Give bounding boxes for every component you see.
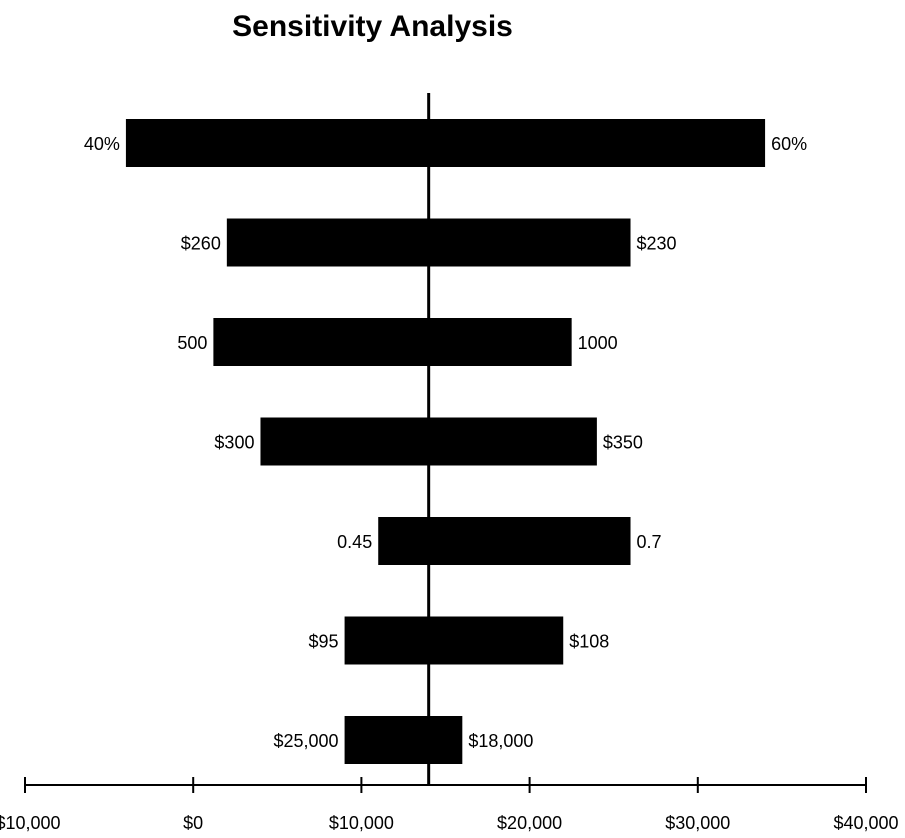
- bar-high-label: 60%: [771, 134, 807, 154]
- bar-high-label: $18,000: [468, 731, 533, 751]
- bar-high-label: $108: [569, 632, 609, 652]
- tornado-bar: [344, 716, 463, 764]
- chart-title: Sensitivity Analysis: [232, 10, 513, 43]
- bar-low-label: 500: [177, 333, 207, 353]
- bar-low-label: $300: [214, 433, 254, 453]
- tornado-bar: [213, 318, 572, 366]
- bar-high-label: 1000: [578, 333, 618, 353]
- tornado-bar: [378, 517, 631, 565]
- bar-low-label: $260: [181, 234, 221, 254]
- bar-low-label: 40%: [84, 134, 120, 154]
- x-tick-label: $40,000: [833, 813, 898, 833]
- x-tick-label: $30,000: [665, 813, 730, 833]
- tornado-bar: [344, 616, 564, 665]
- bar-low-label: $95: [309, 632, 339, 652]
- bar-high-label: $230: [637, 234, 677, 254]
- tornado-bar: [125, 119, 766, 167]
- x-tick-label: -$10,000: [0, 813, 61, 833]
- x-tick-label: $20,000: [497, 813, 562, 833]
- bar-high-label: 0.7: [637, 532, 662, 552]
- bar-low-label: $25,000: [274, 731, 339, 751]
- x-tick-label: $0: [183, 813, 203, 833]
- bar-low-label: 0.45: [337, 532, 372, 552]
- bar-high-label: $350: [603, 433, 643, 453]
- x-tick-label: $10,000: [329, 813, 394, 833]
